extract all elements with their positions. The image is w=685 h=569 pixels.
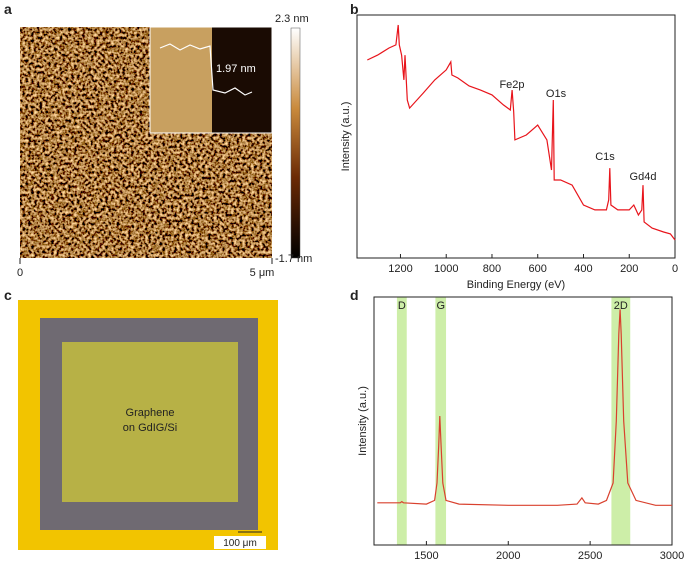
y-axis-label: Intensity (a.u.) bbox=[357, 386, 369, 456]
spectrum-line bbox=[377, 309, 672, 506]
colorbar-min: -1.7 nm bbox=[275, 253, 312, 265]
peak-label: C1s bbox=[595, 151, 615, 163]
band-label: G bbox=[436, 300, 445, 312]
inset-frame bbox=[149, 26, 273, 134]
panel-label: c bbox=[4, 287, 12, 303]
plot-frame bbox=[373, 296, 673, 546]
band bbox=[435, 297, 447, 545]
x-tick-label: 1200 bbox=[388, 263, 412, 275]
x-tick-label: 400 bbox=[574, 263, 592, 275]
x-tick-label: 800 bbox=[483, 263, 501, 275]
band bbox=[611, 297, 631, 545]
colorbar-max: 2.3 nm bbox=[275, 13, 309, 25]
panel-label: a bbox=[4, 1, 12, 17]
x-tick-label: 600 bbox=[529, 263, 547, 275]
x-start: 0 bbox=[17, 267, 23, 279]
x-tick-label: 1000 bbox=[434, 263, 458, 275]
x-axis-label: Binding Energy (eV) bbox=[467, 279, 565, 291]
inset-high bbox=[150, 27, 212, 133]
step-height: 1.97 nm bbox=[216, 63, 256, 75]
x-tick-label: 200 bbox=[620, 263, 638, 275]
scale-bg bbox=[214, 536, 266, 549]
peak-label: O1s bbox=[546, 88, 567, 100]
y-axis-label: Intensity (a.u.) bbox=[340, 102, 352, 172]
peak-label: Fe2p bbox=[499, 79, 524, 91]
colorbar bbox=[290, 27, 301, 259]
spectrum-line bbox=[367, 24, 676, 241]
inset-low bbox=[212, 27, 272, 133]
x-end: 5 μm bbox=[250, 267, 275, 279]
x-tick-label: 0 bbox=[672, 263, 678, 275]
band-label: 2D bbox=[614, 300, 628, 312]
caption: Graphene bbox=[126, 407, 175, 419]
panel-label: b bbox=[350, 1, 359, 17]
x-tick-label: 3000 bbox=[660, 550, 684, 562]
graphene-area bbox=[62, 342, 238, 502]
caption: on GdIG/Si bbox=[123, 422, 177, 434]
scale-label: 100 μm bbox=[223, 538, 257, 549]
peak-label: Gd4d bbox=[630, 171, 657, 183]
plot-frame bbox=[356, 14, 676, 259]
x-tick-label: 2000 bbox=[496, 550, 520, 562]
x-tick-label: 2500 bbox=[578, 550, 602, 562]
band bbox=[396, 297, 407, 545]
profile-line bbox=[159, 43, 253, 96]
x-tick-label: 1500 bbox=[414, 550, 438, 562]
band-label: D bbox=[398, 300, 406, 312]
panel-label: d bbox=[350, 287, 359, 303]
